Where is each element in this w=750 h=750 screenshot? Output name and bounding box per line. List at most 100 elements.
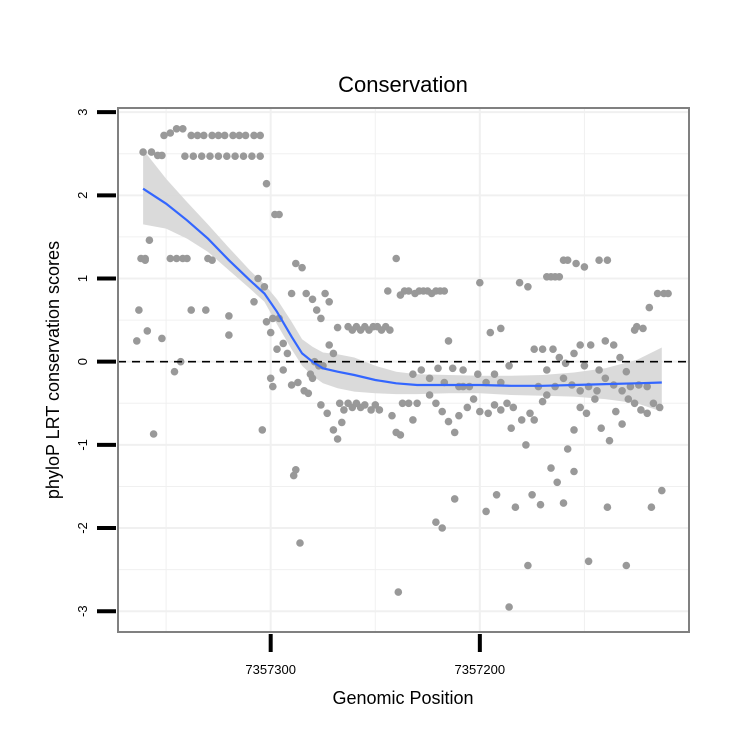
data-point: [321, 289, 329, 298]
data-point: [517, 416, 526, 424]
data-point: [601, 374, 610, 383]
data-point: [197, 152, 206, 160]
data-point: [338, 418, 346, 427]
data-point: [241, 131, 250, 140]
data-point: [394, 588, 403, 596]
data-point: [492, 491, 501, 499]
data-point: [618, 387, 626, 395]
data-point: [595, 366, 603, 374]
data-point: [292, 466, 300, 474]
data-point: [214, 152, 223, 160]
data-point: [149, 430, 158, 438]
data-point: [511, 503, 520, 512]
data-point: [591, 395, 599, 403]
data-point: [463, 403, 472, 412]
data-point: [248, 152, 256, 160]
data-point: [476, 407, 484, 416]
data-point: [409, 416, 417, 424]
data-point: [438, 407, 447, 416]
data-point: [256, 152, 265, 160]
y-tick-label: -1: [75, 439, 90, 451]
data-point: [595, 256, 603, 265]
data-point: [639, 324, 647, 333]
data-point: [220, 131, 229, 140]
data-point: [317, 401, 325, 409]
data-point: [187, 131, 195, 140]
data-point: [279, 366, 288, 374]
data-point: [522, 441, 530, 449]
data-point: [524, 561, 532, 570]
data-point: [543, 366, 551, 374]
data-point: [658, 486, 666, 495]
data-point: [616, 353, 624, 362]
data-point: [653, 289, 662, 298]
data-point: [482, 507, 490, 516]
data-point: [586, 341, 595, 349]
data-point: [530, 345, 538, 354]
data-point: [329, 349, 338, 358]
data-point: [269, 314, 277, 323]
data-point: [384, 287, 392, 295]
data-point: [543, 391, 551, 399]
data-point: [371, 401, 380, 409]
x-axis: 7357300 7357200: [245, 634, 505, 677]
data-point: [503, 399, 511, 408]
data-point: [618, 420, 626, 428]
data-point: [563, 256, 572, 265]
data-point: [275, 210, 283, 219]
data-point: [584, 557, 593, 566]
data-point: [561, 359, 570, 368]
data-point: [450, 428, 459, 437]
data-point: [304, 389, 313, 398]
data-point: [323, 409, 332, 418]
data-point: [505, 603, 513, 611]
data-point: [622, 561, 631, 570]
data-point: [256, 131, 265, 140]
data-point: [225, 312, 233, 320]
data-point: [172, 125, 181, 133]
data-point: [239, 152, 248, 160]
data-point: [524, 283, 532, 291]
data-point: [425, 391, 434, 399]
data-point: [392, 254, 401, 263]
data-point: [262, 179, 271, 188]
data-point: [214, 131, 223, 140]
data-point: [444, 337, 453, 345]
data-point: [181, 152, 189, 160]
data-point: [601, 337, 610, 345]
data-point: [580, 362, 589, 370]
data-point: [605, 436, 614, 445]
data-point: [287, 381, 296, 389]
data-point: [624, 395, 633, 403]
data-point: [200, 131, 208, 140]
data-point: [603, 503, 612, 512]
data-point: [559, 374, 568, 383]
data-point: [597, 424, 605, 433]
data-point: [476, 278, 484, 287]
data-point: [404, 399, 413, 408]
data-point: [490, 370, 499, 379]
data-point: [555, 353, 564, 362]
data-point: [576, 387, 584, 395]
data-point: [576, 403, 584, 412]
data-point: [469, 395, 478, 403]
data-point: [189, 152, 198, 160]
data-point: [308, 295, 317, 304]
data-point: [630, 399, 639, 408]
data-point: [497, 324, 505, 333]
y-tick-label: 1: [75, 275, 90, 282]
data-point: [547, 464, 555, 472]
data-point: [375, 406, 384, 414]
data-point: [497, 406, 505, 414]
data-point: [170, 367, 179, 376]
y-axis-title: phyloP LRT conservation scores: [43, 241, 63, 499]
data-point: [528, 491, 536, 499]
data-point: [325, 341, 334, 349]
data-points: [133, 125, 672, 611]
data-point: [388, 411, 396, 420]
smooth-line-layer: [142, 187, 662, 387]
data-point: [448, 364, 457, 373]
data-point: [649, 399, 658, 408]
data-point: [292, 259, 300, 268]
